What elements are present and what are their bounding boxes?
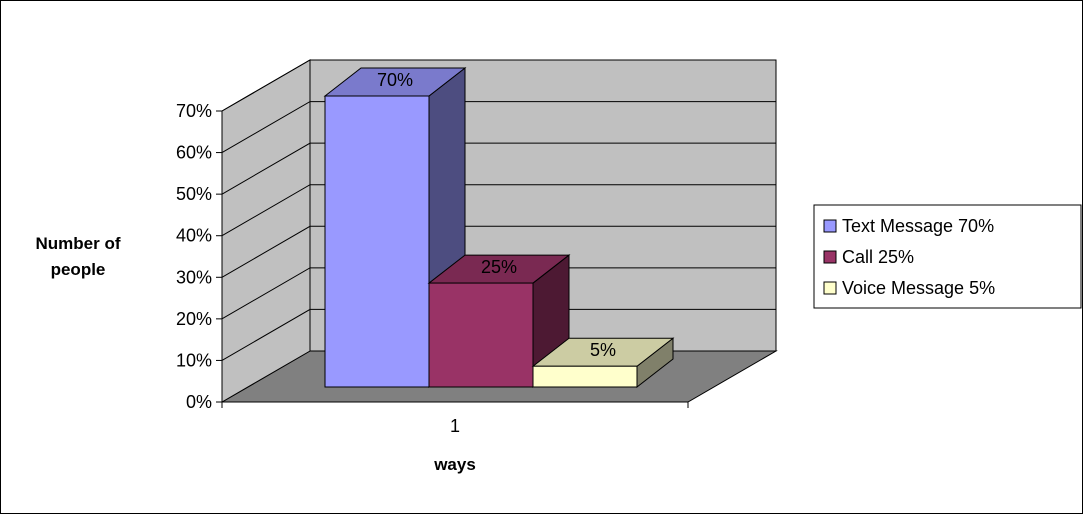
bars [323,66,675,389]
bar-text-message-70 [324,95,430,388]
legend-swatch [823,281,837,295]
legend-box [813,204,1082,309]
gridline [221,59,776,112]
legend: Text Message 70% Call 25% Voice Message 5% [813,204,1082,309]
y-tick-label: 50% [176,184,212,204]
legend-label: Call 25% [842,247,914,267]
legend-label: Text Message 70% [842,216,994,236]
y-tick-label: 20% [176,309,212,329]
y-tick-label: 30% [176,267,212,287]
y-tick-label: 40% [176,226,212,246]
y-tick-label: 60% [176,143,212,163]
legend-swatch [823,250,837,264]
side-wall [221,59,311,403]
gridline [221,142,776,195]
data-label: 70% [377,70,413,90]
y-tick-label: 0% [186,392,212,412]
gridlines [216,59,776,408]
legend-swatch [823,219,837,233]
gridline [221,225,776,278]
legend-label: Voice Message 5% [842,278,995,298]
y-tick-labels: 0% 10% 20% 30% 40% 50% 60% 70% [176,101,212,412]
y-axis-title-line1: Number of [36,234,121,253]
gridline [221,308,776,361]
gridline [221,184,776,237]
bar-call-25 [428,282,534,388]
gridline [221,267,776,320]
y-tick-label: 70% [176,101,212,121]
data-label: 25% [481,257,517,277]
y-axis-title-line2: people [51,260,106,279]
x-axis-title: ways [433,455,476,474]
x-category-label: 1 [450,416,460,436]
y-tick-label: 10% [176,350,212,370]
data-labels: 70% 25% 5% [377,70,616,360]
bar-voice-message-5 [532,365,638,388]
data-label: 5% [590,340,616,360]
gridline [221,101,776,154]
